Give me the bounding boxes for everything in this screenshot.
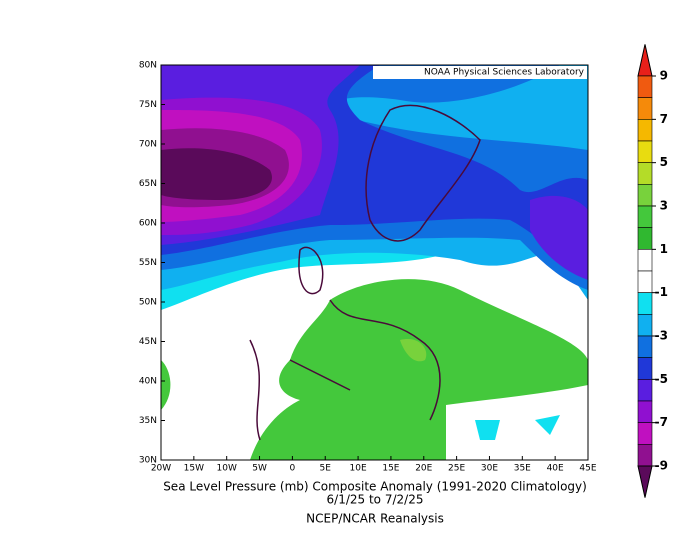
colorbar-label: 1 [660, 242, 668, 256]
lon-label: 20W [151, 464, 171, 474]
colorbar-band [637, 270, 653, 293]
colorbar-band [637, 227, 653, 250]
lat-label: 50N [139, 298, 157, 308]
colorbar-band [637, 205, 653, 228]
colorbar-band [637, 400, 653, 423]
lon-label: 20E [415, 464, 432, 474]
lon-label: 45E [579, 464, 596, 474]
lat-label: 65N [139, 179, 157, 189]
lat-label: 60N [139, 219, 157, 229]
colorbar-band [637, 119, 653, 142]
colorbar-band [637, 75, 653, 98]
colorbar-label: 9 [660, 69, 668, 83]
lat-label: 35N [139, 416, 157, 426]
colorbar-band [637, 162, 653, 185]
colorbar-band [637, 97, 653, 120]
lat-label: 45N [139, 337, 157, 347]
lon-label: 5E [320, 464, 332, 474]
colorbar-label: -5 [655, 372, 668, 386]
colorbar-band [637, 140, 653, 163]
lat-label: 55N [139, 258, 157, 268]
lat-label: 75N [139, 100, 157, 110]
lon-label: 10E [350, 464, 367, 474]
colorbar-tip [637, 465, 653, 498]
colorbar-label: 5 [660, 155, 668, 169]
colorbar-label: -3 [655, 329, 668, 343]
lon-label: 5W [252, 464, 267, 474]
lon-label: 40E [547, 464, 564, 474]
lon-label: 30E [481, 464, 498, 474]
colorbar-band [637, 292, 653, 315]
colorbar-label: 7 [660, 112, 668, 126]
lon-label: 35E [514, 464, 531, 474]
caption-title: Sea Level Pressure (mb) Composite Anomal… [163, 480, 587, 494]
colorbar-label: 3 [660, 199, 668, 213]
colorbar-band [637, 184, 653, 207]
lon-label: 0 [290, 464, 296, 474]
lon-label: 15E [382, 464, 399, 474]
caption-source: NCEP/NCAR Reanalysis [306, 512, 444, 526]
colorbar-label: -9 [655, 459, 668, 473]
lat-label: 70N [139, 140, 157, 150]
lon-label: 25E [448, 464, 465, 474]
credit: NOAA Physical Sciences Laboratory [424, 68, 585, 78]
colorbar-band [637, 314, 653, 337]
colorbar-tip [637, 44, 653, 77]
colorbar-band [637, 379, 653, 402]
caption-dates: 6/1/25 to 7/2/25 [327, 493, 424, 507]
colorbar: 9 7 5 3 1 -1 -3 -5 -7 -9 [637, 44, 668, 498]
colorbar-band [637, 444, 653, 467]
lon-label: 10W [217, 464, 237, 474]
lat-label: 80N [139, 61, 157, 71]
anomaly-field [161, 65, 588, 460]
colorbar-label: -1 [655, 285, 668, 299]
colorbar-label: -7 [655, 415, 668, 429]
lat-label: 40N [139, 377, 157, 387]
colorbar-band [637, 357, 653, 380]
colorbar-band [637, 335, 653, 358]
colorbar-band [637, 249, 653, 272]
lat-label: 30N [139, 456, 157, 466]
colorbar-band [637, 422, 653, 445]
lon-label: 15W [184, 464, 204, 474]
